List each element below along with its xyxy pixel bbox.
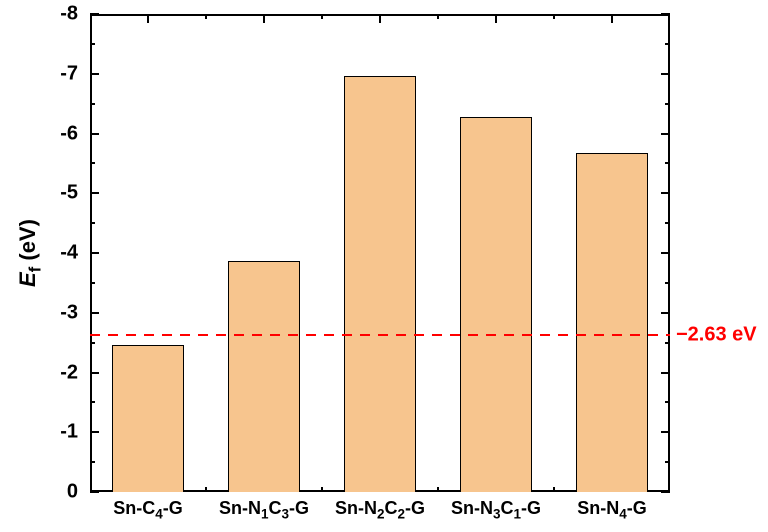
y-tick-label: -7 [10, 62, 78, 85]
y-minor-tick [90, 43, 95, 45]
x-tick-top [379, 14, 381, 23]
x-minor-tick-top [205, 14, 207, 19]
y-tick [90, 312, 99, 314]
y-minor-tick-right [665, 43, 670, 45]
y-tick-label: -6 [10, 122, 78, 145]
y-tick [90, 192, 99, 194]
y-minor-tick-right [665, 282, 670, 284]
bar [460, 117, 532, 492]
y-tick-label: -3 [10, 301, 78, 324]
page-root: -8-7-6-5-4-3-2-10Sn-C4-GSn-N1C3-GSn-N2C2… [0, 0, 768, 532]
y-tick [90, 431, 99, 433]
x-minor-tick [437, 487, 439, 492]
y-minor-tick [90, 103, 95, 105]
reference-line [90, 334, 670, 336]
x-minor-tick [321, 487, 323, 492]
x-tick-label: Sn-C4-G [113, 498, 183, 519]
y-minor-tick-right [665, 461, 670, 463]
x-tick-label: Sn-N1C3-G [219, 498, 309, 519]
y-minor-tick-right [665, 401, 670, 403]
bar [112, 345, 184, 492]
y-tick-right [661, 13, 670, 15]
y-tick-right [661, 192, 670, 194]
y-minor-tick [90, 222, 95, 224]
y-tick [90, 252, 99, 254]
y-minor-tick-right [665, 342, 670, 344]
y-tick-right [661, 312, 670, 314]
y-tick-right [661, 252, 670, 254]
y-tick-right [661, 431, 670, 433]
y-minor-tick-right [665, 222, 670, 224]
y-tick-label: -8 [10, 3, 78, 26]
x-minor-tick [553, 487, 555, 492]
y-tick-label: -5 [10, 182, 78, 205]
x-minor-tick-top [321, 14, 323, 19]
y-minor-tick [90, 282, 95, 284]
bar [344, 76, 416, 492]
y-tick [90, 73, 99, 75]
x-tick-top [147, 14, 149, 23]
x-minor-tick [205, 487, 207, 492]
y-minor-tick-right [665, 103, 670, 105]
y-axis-label: Ef (eV) [15, 219, 41, 287]
y-minor-tick [90, 342, 95, 344]
x-tick-label: Sn-N4-G [577, 498, 647, 519]
y-tick [90, 13, 99, 15]
bar [228, 261, 300, 492]
y-minor-tick [90, 401, 95, 403]
x-minor-tick-top [553, 14, 555, 19]
bar [576, 153, 648, 492]
y-tick-label: 0 [10, 481, 78, 504]
x-tick-label: Sn-N2C2-G [335, 498, 425, 519]
y-tick-label: -2 [10, 361, 78, 384]
y-tick-right [661, 133, 670, 135]
y-minor-tick [90, 461, 95, 463]
y-tick [90, 133, 99, 135]
y-tick-right [661, 73, 670, 75]
formation-energy-bar-chart: -8-7-6-5-4-3-2-10Sn-C4-GSn-N1C3-GSn-N2C2… [10, 2, 755, 530]
y-tick-right [661, 491, 670, 493]
y-tick-right [661, 372, 670, 374]
y-tick [90, 491, 99, 493]
x-tick-top [263, 14, 265, 23]
x-tick-label: Sn-N3C1-G [451, 498, 541, 519]
x-tick-top [611, 14, 613, 23]
reference-line-label: −​2.63 eV [676, 323, 757, 346]
x-tick-top [495, 14, 497, 23]
y-minor-tick [90, 162, 95, 164]
y-minor-tick-right [665, 162, 670, 164]
x-minor-tick-top [437, 14, 439, 19]
y-tick [90, 372, 99, 374]
y-tick-label: -1 [10, 421, 78, 444]
